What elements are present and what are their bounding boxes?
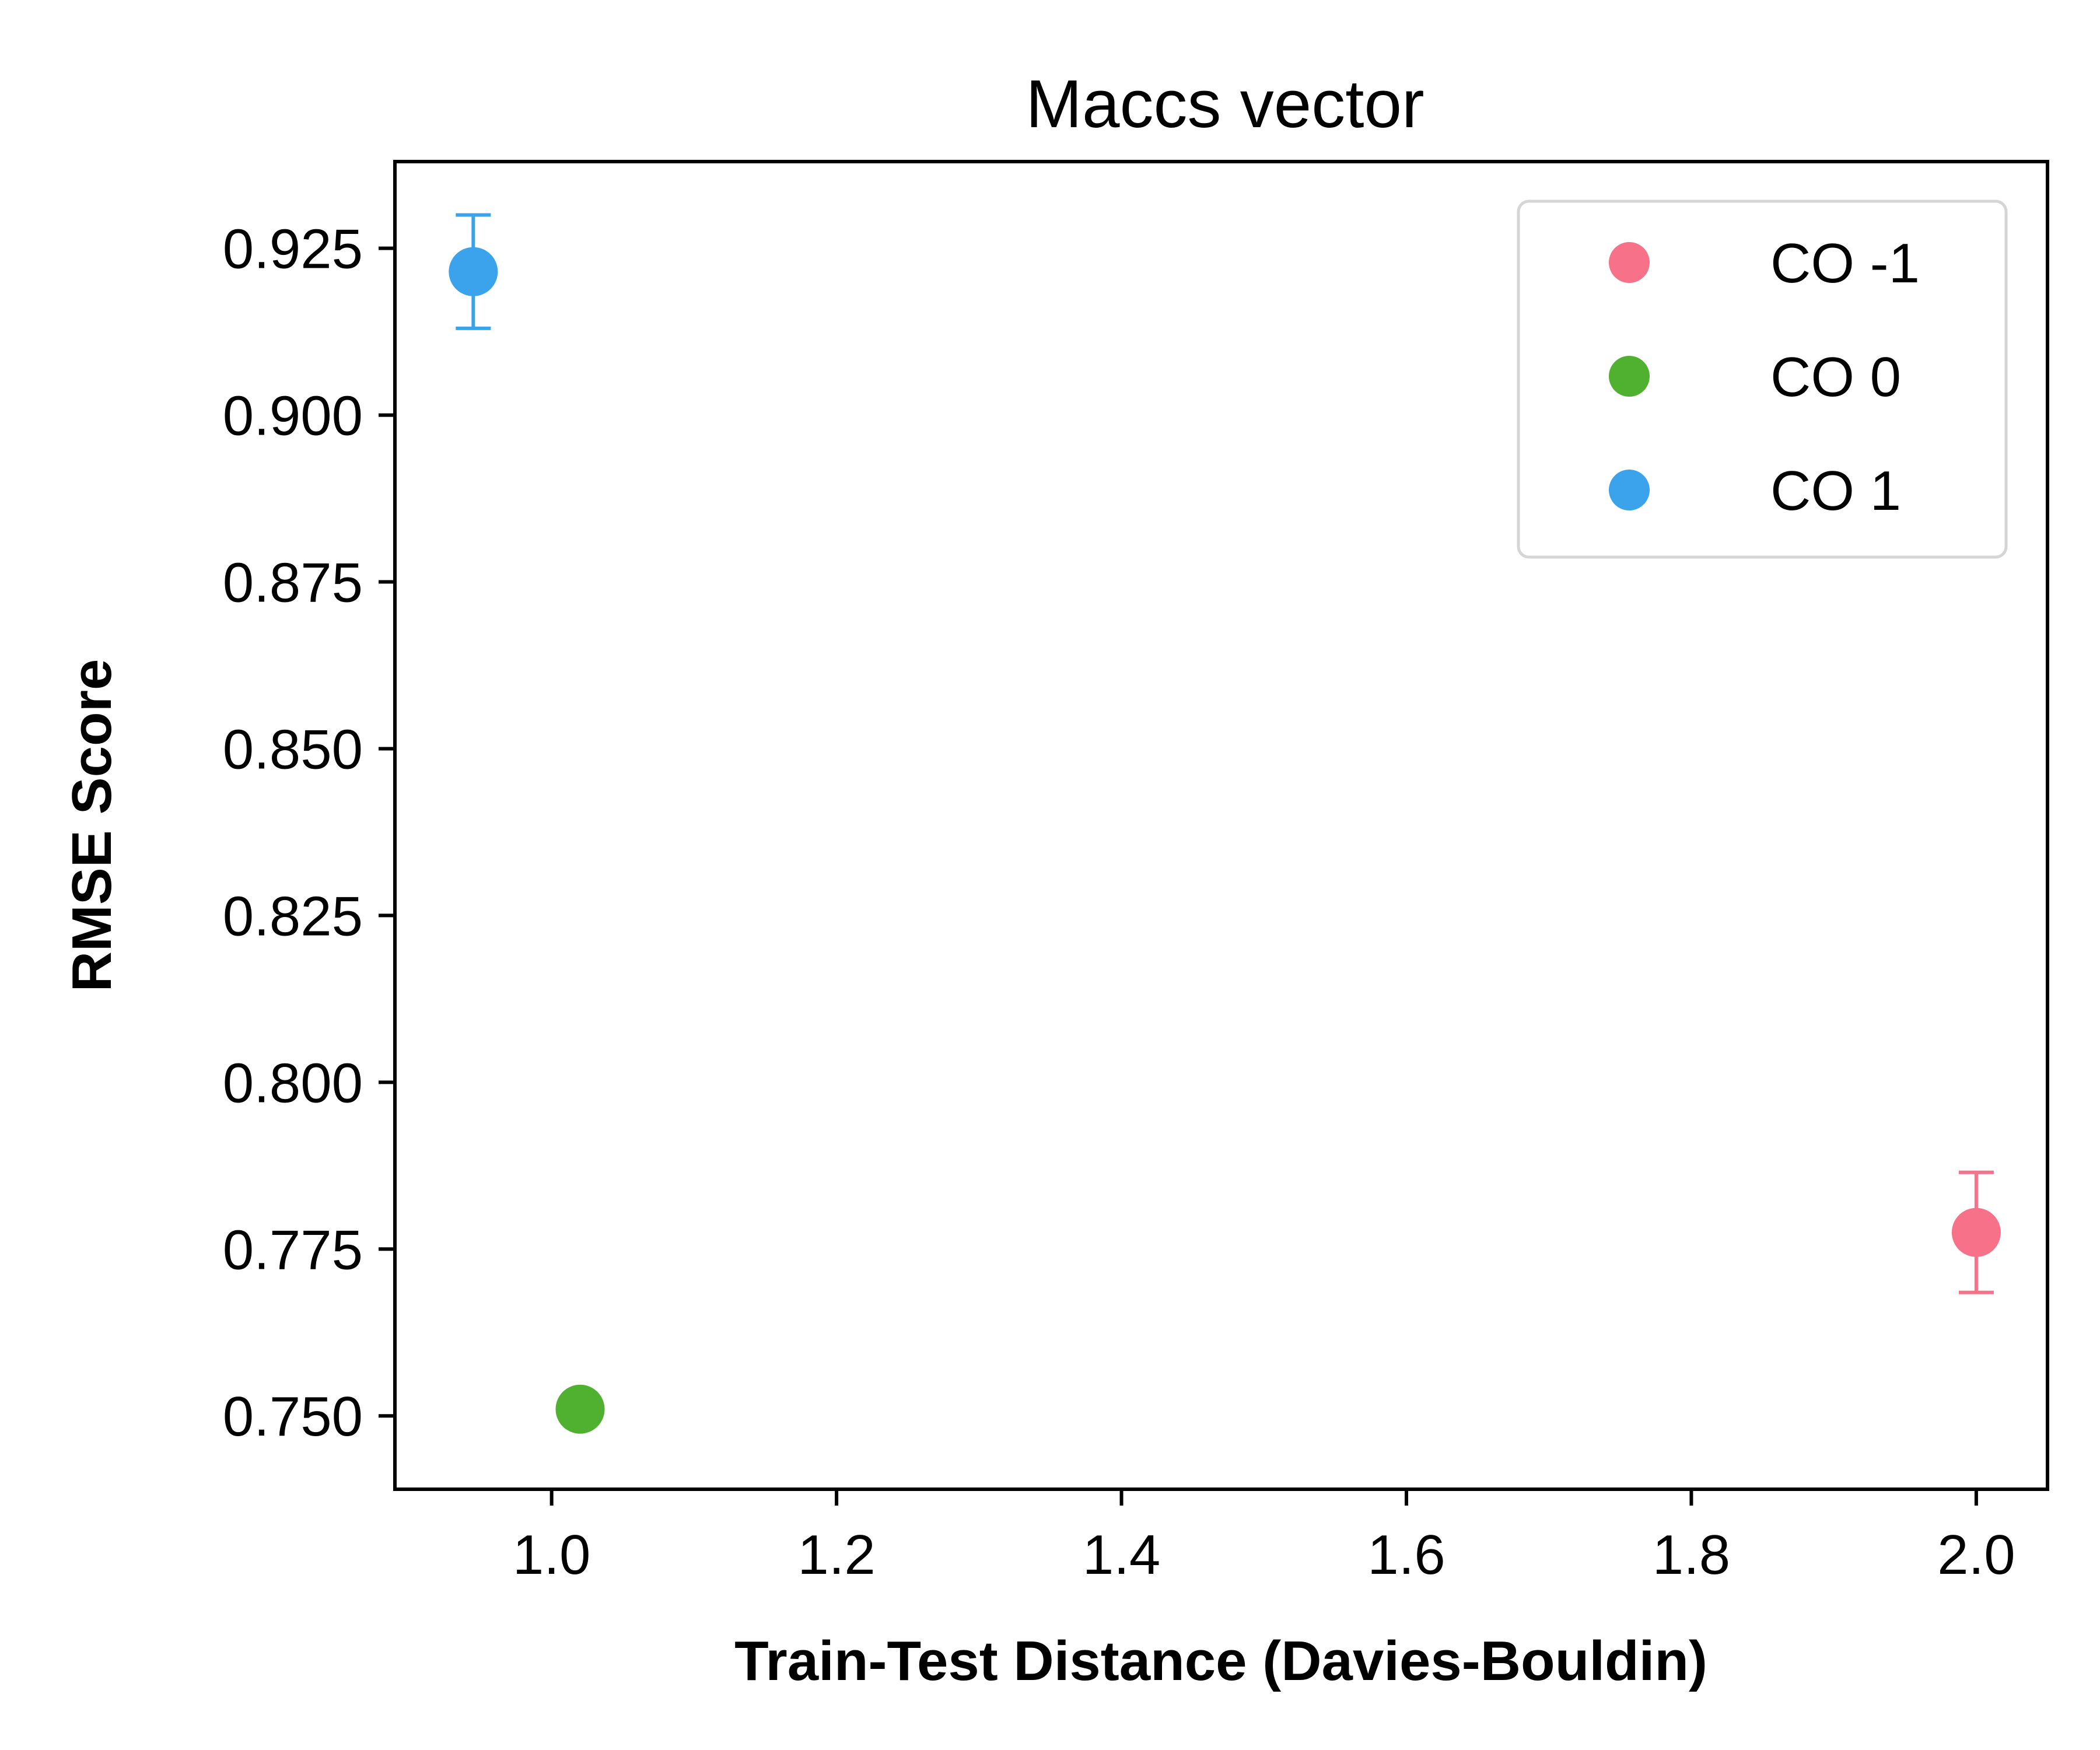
legend-label: CO 0 bbox=[1770, 346, 1901, 408]
legend-marker bbox=[1609, 242, 1650, 283]
legend-marker bbox=[1609, 470, 1650, 510]
y-tick-label: 0.900 bbox=[223, 385, 363, 447]
x-tick-label: 1.6 bbox=[1367, 1524, 1445, 1586]
y-tick-label: 0.850 bbox=[223, 718, 363, 780]
x-tick-label: 1.2 bbox=[797, 1524, 875, 1586]
x-axis-ticks: 1.0 1.2 1.4 1.6 1.8 2.0 bbox=[513, 1489, 2015, 1586]
chart-title: Maccs vector bbox=[1026, 66, 1424, 142]
x-tick-label: 1.4 bbox=[1083, 1524, 1160, 1586]
legend-label: CO 1 bbox=[1770, 460, 1901, 522]
y-tick-label: 0.875 bbox=[223, 552, 363, 614]
y-tick-label: 0.800 bbox=[223, 1052, 363, 1114]
x-tick-label: 2.0 bbox=[1937, 1524, 2015, 1586]
x-tick-label: 1.8 bbox=[1653, 1524, 1730, 1586]
data-marks bbox=[449, 213, 2001, 1434]
data-point bbox=[1951, 1208, 2001, 1257]
plot-frame bbox=[393, 160, 2049, 1491]
y-tick-label: 0.750 bbox=[223, 1385, 363, 1448]
y-axis-label: RMSE Score bbox=[61, 659, 123, 992]
legend-items: CO -1 CO 0 CO 1 bbox=[1609, 232, 1920, 522]
data-point bbox=[449, 247, 498, 296]
y-axis-ticks: 0.750 0.775 0.800 0.825 0.850 0.875 0.900 0.925 bbox=[223, 218, 395, 1448]
x-tick-label: 1.0 bbox=[513, 1524, 590, 1586]
y-tick-label: 0.775 bbox=[223, 1219, 363, 1281]
y-tick-label: 0.925 bbox=[223, 218, 363, 281]
legend-frame bbox=[1517, 200, 2008, 559]
legend: CO -1 CO 0 CO 1 bbox=[1517, 200, 2008, 559]
x-axis-label: Train-Test Distance (Davies-Bouldin) bbox=[734, 1630, 1707, 1692]
y-tick-label: 0.825 bbox=[223, 885, 363, 947]
data-point bbox=[555, 1384, 605, 1434]
legend-marker bbox=[1609, 356, 1650, 397]
legend-label: CO -1 bbox=[1770, 232, 1920, 295]
